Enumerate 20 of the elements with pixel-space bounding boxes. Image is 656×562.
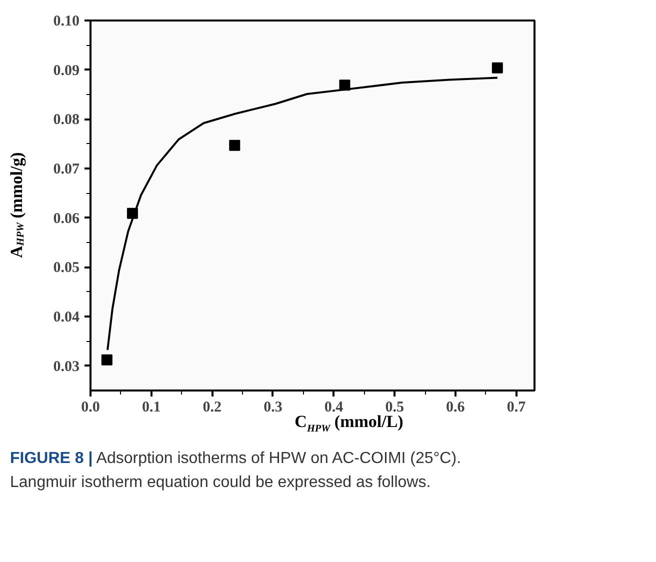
x-tick-label: 0.2 [202, 400, 222, 416]
y-tick-label: 0.07 [53, 162, 80, 178]
y-tick-label: 0.06 [53, 210, 80, 227]
caption: FIGURE 8 | Adsorption isotherms of HPW on AC-COIMI (25°C). [10, 450, 462, 467]
line-series [106, 76, 498, 352]
point [492, 62, 503, 74]
y-tick-label: 0.10 [53, 14, 80, 30]
point [229, 140, 240, 151]
x-tick-label: 0.6 [446, 400, 466, 416]
y-tick-label: 0.08 [53, 112, 80, 128]
x-tick-label: 0.0 [81, 400, 100, 416]
point [101, 354, 112, 366]
y-tick-label: 0.03 [53, 358, 80, 375]
y-tick-label: 0.05 [53, 260, 80, 276]
x-tick-label: 0.7 [506, 400, 526, 416]
text: Langmuir isotherm equation could be expressed as follows. [10, 474, 431, 491]
x-tick-label: 0.1 [142, 400, 161, 416]
y-tick-label: 0.09 [53, 62, 80, 79]
y-tick-label: 0.04 [53, 310, 80, 326]
x-tick-label: 0.3 [264, 400, 282, 416]
